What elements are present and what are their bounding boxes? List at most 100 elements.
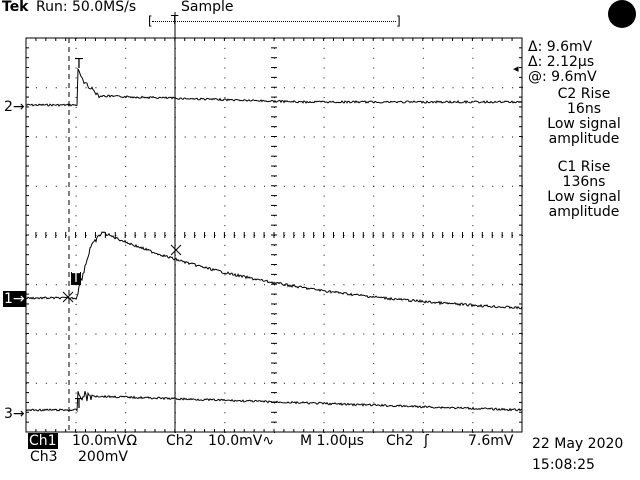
grid-dot: [482, 382, 484, 384]
grid-dot: [55, 284, 57, 286]
ch3-label[interactable]: Ch3: [30, 449, 58, 465]
grid-dot: [452, 87, 454, 89]
grid-dot: [75, 106, 77, 108]
grid-dot: [452, 185, 454, 187]
grid-dot: [363, 87, 365, 89]
grid-dot: [373, 254, 375, 256]
grid-dot: [373, 126, 375, 128]
grid-dot: [45, 333, 47, 335]
grid-dot: [125, 264, 127, 266]
grid-dot: [472, 254, 474, 256]
grid-dot: [472, 146, 474, 148]
record-bracket-left: [: [148, 14, 153, 28]
ch2-label[interactable]: Ch2: [166, 433, 194, 449]
grid-dot: [472, 402, 474, 404]
grid-dot: [75, 225, 77, 227]
grid-dot: [125, 402, 127, 404]
grid-dot: [323, 225, 325, 227]
grid-dot: [353, 185, 355, 187]
grid-dot: [224, 185, 226, 187]
grid-dot: [422, 274, 424, 276]
trigger-level: 7.6mV: [468, 433, 514, 449]
trigger-source[interactable]: Ch2: [386, 433, 414, 449]
grid-dot: [293, 284, 295, 286]
grid-dot: [422, 294, 424, 296]
ch1-label: Ch1: [28, 433, 58, 449]
grid-dot: [303, 382, 305, 384]
grid-dot: [115, 284, 117, 286]
ch3-ground-marker[interactable]: 3→: [4, 407, 25, 421]
grid-dot: [373, 363, 375, 365]
grid-dot: [363, 333, 365, 335]
trigger-level-arrow[interactable]: ◂: [513, 62, 519, 75]
grid-dot: [95, 382, 97, 384]
grid-dot: [432, 87, 434, 89]
grid-dot: [224, 294, 226, 296]
grid-dot: [125, 363, 127, 365]
grid-dot: [422, 264, 424, 266]
grid-dot: [125, 382, 127, 384]
grid-dot: [482, 284, 484, 286]
grid-dot: [224, 392, 226, 394]
grid-dot: [125, 392, 127, 394]
grid-dot: [502, 333, 504, 335]
grid-dot: [75, 116, 77, 118]
grid-dot: [343, 284, 345, 286]
grid-dot: [313, 136, 315, 138]
grid-dot: [422, 126, 424, 128]
ch1-settings[interactable]: Ch1: [28, 433, 58, 449]
grid-dot: [125, 333, 127, 335]
grid-dot: [412, 382, 414, 384]
grid-dot: [492, 333, 494, 335]
grid-dot: [75, 363, 77, 365]
grid-dot: [194, 382, 196, 384]
ch2-ground-marker[interactable]: 2→: [4, 100, 25, 114]
measurement-1-title: C2 Rise: [557, 86, 611, 102]
grid-dot: [224, 343, 226, 345]
grid-dot: [422, 313, 424, 315]
grid-dot: [85, 136, 87, 138]
grid-dot: [383, 333, 385, 335]
grid-dot: [204, 87, 206, 89]
grid-dot: [125, 225, 127, 227]
record-view-bar: [152, 21, 396, 22]
ch2-marker-arrow: →: [12, 99, 25, 115]
grid-dot: [135, 333, 137, 335]
grid-dot: [35, 333, 37, 335]
grid-dot: [214, 333, 216, 335]
grid-dot: [373, 422, 375, 424]
grid-dot: [224, 126, 226, 128]
ch2-trace: [25, 67, 523, 107]
grid-dot: [472, 412, 474, 414]
grid-dot: [75, 313, 77, 315]
grid-dot: [75, 77, 77, 79]
grid-dot: [432, 382, 434, 384]
grid-dot: [264, 87, 266, 89]
grid-dot: [125, 136, 127, 138]
graticule-frame: [25, 37, 523, 433]
grid-dot: [373, 57, 375, 59]
grid-dot: [45, 284, 47, 286]
grid-dot: [373, 205, 375, 207]
grid-dot: [135, 284, 137, 286]
grid-dot: [323, 422, 325, 424]
grid-dot: [323, 47, 325, 49]
grid-dot: [75, 166, 77, 168]
grid-dot: [373, 353, 375, 355]
grid-dot: [472, 294, 474, 296]
grid-dot: [234, 382, 236, 384]
grid-dot: [75, 254, 77, 256]
grid-dot: [393, 382, 395, 384]
timebase[interactable]: M 1.00µs: [300, 433, 364, 449]
grid-dot: [125, 353, 127, 355]
ch1-ground-marker[interactable]: 1→: [3, 291, 26, 307]
ch1-scale: 10.0mVΩ: [72, 433, 138, 449]
grid-dot: [353, 333, 355, 335]
grid-dot: [75, 57, 77, 59]
grid-dot: [373, 97, 375, 99]
grid-dot: [472, 166, 474, 168]
grid-dot: [224, 97, 226, 99]
grid-dot: [234, 87, 236, 89]
grid-dot: [323, 126, 325, 128]
grid-dot: [145, 382, 147, 384]
